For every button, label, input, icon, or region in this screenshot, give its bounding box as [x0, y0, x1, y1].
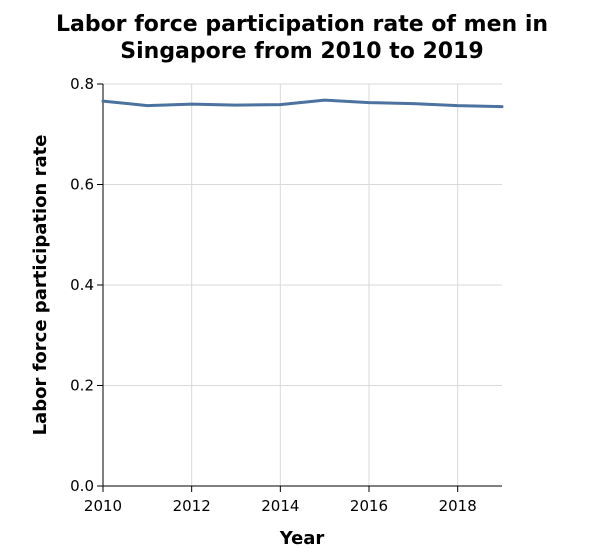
- grid: [102, 83, 502, 487]
- x-tick-label: 2012: [173, 497, 211, 515]
- y-axis-label: Labor force participation rate: [30, 135, 51, 436]
- y-tick-label: 0.2: [70, 377, 94, 395]
- tick-labels: 0.0 0.2 0.4 0.6 0.8 2010 2012 2014 2016 2018: [70, 75, 477, 515]
- x-tick-label: 2010: [84, 497, 122, 515]
- axes: [97, 83, 502, 492]
- x-tick-label: 2018: [439, 497, 477, 515]
- chart-title-line-1: Labor force participation rate of men in: [56, 12, 548, 37]
- x-tick-label: 2014: [261, 497, 299, 515]
- x-axis-label: Year: [279, 528, 325, 549]
- y-tick-label: 0.6: [70, 176, 94, 194]
- series-line: [101, 98, 504, 109]
- y-tick-label: 0.4: [70, 276, 94, 294]
- y-tick-label: 0.8: [70, 75, 94, 93]
- x-tick-label: 2016: [350, 497, 388, 515]
- y-tick-label: 0.0: [70, 477, 94, 495]
- chart-title-line-2: Singapore from 2010 to 2019: [120, 39, 483, 64]
- data-lines: [101, 98, 504, 109]
